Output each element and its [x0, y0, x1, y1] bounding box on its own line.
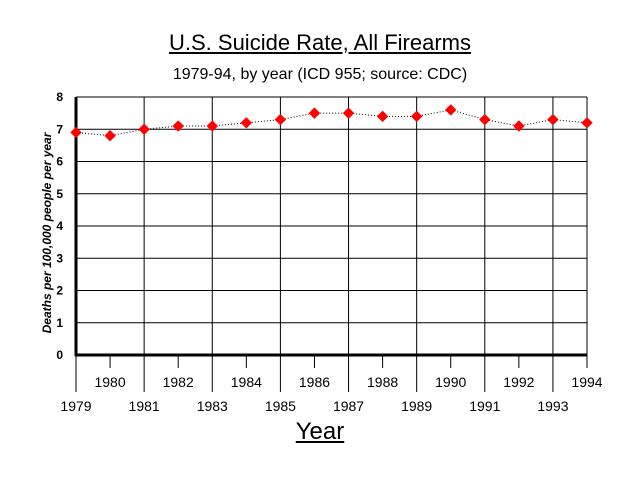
y-tick-label: 7 — [56, 122, 63, 136]
x-axis-label: Year — [295, 418, 345, 445]
x-tick-label: 1980 — [94, 374, 125, 390]
data-point — [308, 107, 321, 119]
data-point — [547, 113, 559, 126]
y-tick-label: 4 — [56, 219, 63, 233]
x-tick-label: 1985 — [265, 398, 296, 414]
x-tick-label: 1991 — [469, 398, 500, 414]
data-point — [445, 104, 457, 116]
chart-title: U.S. Suicide Rate, All Firearms — [169, 30, 471, 55]
data-point — [240, 117, 253, 129]
x-tick-label: 1979 — [60, 398, 91, 414]
data-point — [274, 113, 287, 126]
x-tick-label: 1987 — [333, 398, 364, 414]
x-tick-label: 1986 — [299, 374, 330, 390]
data-point — [342, 107, 355, 119]
series-line — [75, 109, 588, 137]
y-tick-label: 5 — [56, 187, 63, 201]
y-tick-label: 3 — [56, 251, 63, 265]
x-tick-label: 1983 — [197, 398, 228, 414]
data-point — [138, 123, 150, 135]
x-tick-label: 1988 — [367, 374, 398, 390]
x-tick-label: 1993 — [537, 398, 568, 414]
data-point — [479, 113, 491, 126]
y-tick-label: 8 — [56, 90, 63, 104]
x-tick-label: 1994 — [571, 374, 602, 390]
x-tick-label: 1982 — [163, 374, 194, 390]
data-point — [70, 126, 82, 139]
data-point — [172, 120, 184, 132]
y-tick-label: 1 — [56, 316, 63, 330]
x-tick-label: 1989 — [401, 398, 432, 414]
data-point — [410, 110, 423, 123]
data-point — [206, 120, 218, 132]
y-tick-label: 2 — [56, 284, 63, 298]
y-tick-label: 0 — [56, 348, 63, 362]
data-point — [376, 110, 389, 123]
chart-subtitle: 1979-94, by year (ICD 955; source: CDC) — [172, 66, 468, 83]
x-tick-label: 1981 — [129, 398, 160, 414]
y-axis-label: Deaths per 100,000 people per year — [40, 131, 54, 333]
x-tick-label: 1992 — [503, 374, 534, 390]
x-tick-label: 1990 — [435, 374, 466, 390]
y-tick-label: 6 — [56, 155, 63, 169]
x-tick-label: 1984 — [231, 374, 262, 390]
data-point — [104, 129, 116, 142]
data-point — [581, 117, 593, 129]
data-point — [513, 120, 525, 132]
